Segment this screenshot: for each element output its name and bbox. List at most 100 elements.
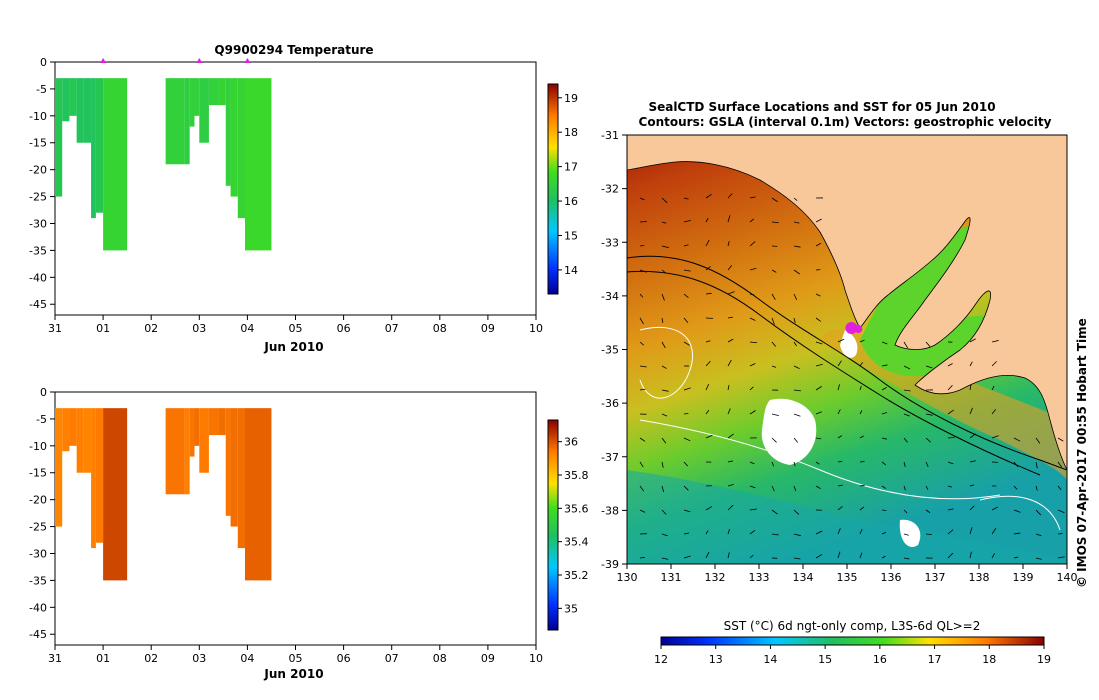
geostrophic-velocity-vectors: [639, 193, 1065, 560]
lon-tick-label: 137: [925, 571, 946, 584]
velocity-vector: [793, 437, 799, 443]
colorbar-tick-label: 15: [564, 229, 578, 242]
velocity-vector: [793, 485, 797, 492]
velocity-vector: [639, 341, 644, 346]
velocity-vector: [947, 363, 953, 367]
s-profile-cell: [230, 408, 238, 527]
colorbar-tick-label: 17: [564, 161, 578, 174]
coastline: [627, 161, 1067, 471]
velocity-vector: [727, 384, 730, 391]
lon-tick-label: 130: [617, 571, 638, 584]
velocity-vector: [793, 365, 800, 369]
velocity-vector: [705, 340, 711, 343]
velocity-vector: [661, 557, 669, 560]
x-tick-label: 01: [96, 322, 110, 335]
sst-colorbar-tick-label: 15: [818, 653, 832, 666]
velocity-vector: [771, 461, 775, 467]
y-tick-label: -10: [29, 440, 47, 453]
velocity-vector: [947, 552, 954, 559]
lat-tick-label: -34: [601, 290, 619, 303]
velocity-vector: [881, 341, 888, 345]
velocity-vector: [1013, 485, 1018, 490]
velocity-vector: [749, 267, 757, 271]
velocity-vector: [881, 485, 887, 489]
colorbar-tick-label: 19: [564, 92, 578, 105]
velocity-vector: [639, 365, 647, 368]
velocity-vector: [837, 360, 842, 367]
velocity-vector: [881, 364, 888, 367]
velocity-vector: [705, 409, 710, 415]
velocity-vector: [1057, 509, 1065, 514]
temperature-chart-title: Q9900294 Temperature: [214, 43, 373, 57]
lat-tick-label: -38: [601, 504, 619, 517]
lon-tick-label: 132: [705, 571, 726, 584]
velocity-vector: [683, 387, 691, 391]
temperature-y-axis: 0 -5 -10 -15 -20 -25 -30 -35 -40 -45: [29, 56, 55, 311]
velocity-vector: [793, 317, 796, 323]
velocity-vector: [925, 365, 933, 369]
velocity-vector: [925, 413, 933, 416]
velocity-vector: [837, 461, 843, 463]
s-profile-cell: [95, 408, 104, 543]
gsla-contour-2: [627, 270, 1041, 476]
lat-tick-label: -35: [601, 344, 619, 357]
colorbar-tick-label: 35: [564, 602, 578, 615]
s-profile-cell: [103, 408, 128, 581]
sst-colorbar-tick-label: 13: [709, 653, 723, 666]
y-tick-label: -45: [29, 298, 47, 311]
velocity-vector: [683, 555, 691, 559]
velocity-vector: [947, 529, 954, 535]
s-profile-cell: [55, 408, 63, 527]
velocity-vector: [925, 533, 932, 536]
s-profile-cell: [237, 408, 245, 549]
y-tick-label: 0: [40, 386, 47, 399]
s-profile-cell: [218, 408, 226, 436]
velocity-vector: [925, 485, 929, 490]
seal-surface-locations: [845, 322, 863, 335]
velocity-vector: [727, 291, 735, 295]
velocity-vector: [639, 388, 646, 391]
s-profile-cell: [165, 408, 185, 495]
velocity-vector: [969, 407, 973, 415]
velocity-vector: [727, 504, 734, 511]
velocity-vector: [815, 242, 821, 247]
velocity-vector: [1013, 532, 1021, 535]
t-profile-cell: [208, 78, 219, 106]
sst-colorbar-ticks: 12 13 14 15 16 17 18 19: [654, 645, 1051, 666]
y-tick-label: -40: [29, 601, 47, 614]
velocity-vector: [793, 557, 801, 560]
x-tick-label: 06: [337, 322, 351, 335]
velocity-vector: [771, 317, 775, 325]
velocity-vector: [683, 532, 690, 535]
velocity-vector: [837, 551, 841, 559]
seal-location-dot: [854, 325, 863, 334]
s-profile-cell: [225, 408, 231, 516]
velocity-vector: [727, 193, 733, 199]
colorbar-tick-label: 14: [564, 264, 578, 277]
velocity-vector: [815, 293, 821, 297]
velocity-vector: [991, 435, 999, 439]
velocity-vector: [1035, 461, 1038, 469]
velocity-vector: [771, 437, 777, 443]
colorbar-tick-label: 35.6: [564, 502, 589, 515]
s-profile-cell: [208, 408, 219, 436]
land: [627, 135, 1067, 470]
velocity-vector: [661, 389, 669, 392]
velocity-vector: [837, 528, 841, 535]
cloud-gap-3: [899, 519, 921, 548]
velocity-vector: [793, 341, 797, 347]
velocity-vector: [837, 384, 840, 391]
velocity-vector: [815, 554, 823, 559]
velocity-vector: [969, 361, 973, 367]
velocity-vector: [705, 292, 712, 295]
velocity-vector: [837, 506, 843, 511]
t-profile-cell: [103, 78, 128, 251]
velocity-vector: [793, 389, 801, 392]
t-profile-cell: [83, 78, 92, 143]
velocity-vector: [1035, 557, 1042, 560]
velocity-vector: [991, 506, 998, 511]
velocity-vector: [903, 365, 911, 370]
velocity-vector: [859, 506, 865, 511]
salinity-profile-cells: [55, 408, 272, 581]
velocity-vector: [815, 485, 821, 489]
